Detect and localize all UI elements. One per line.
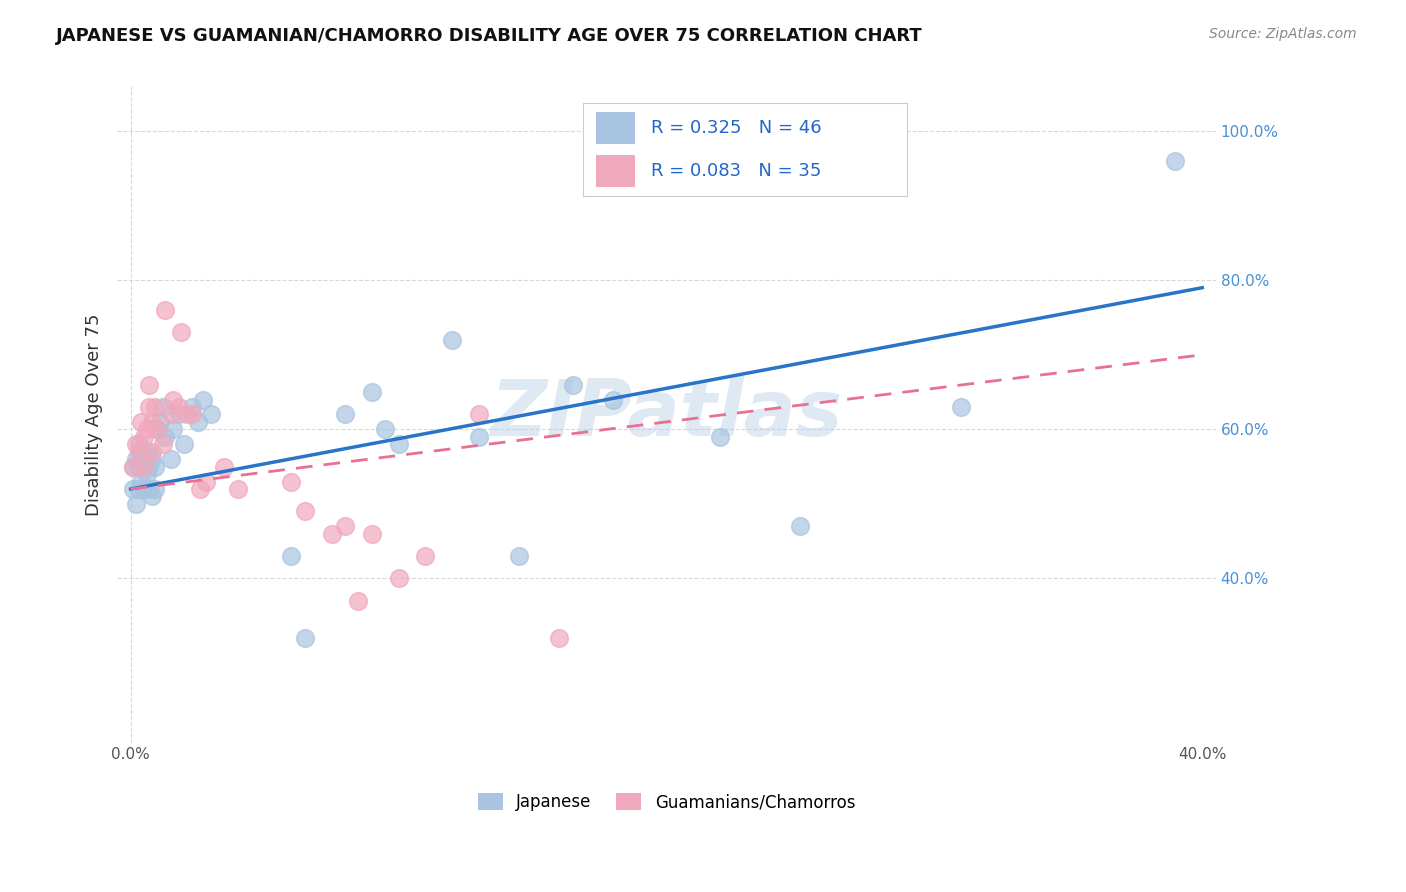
Point bbox=[374, 422, 396, 436]
Point bbox=[950, 400, 973, 414]
Point bbox=[173, 437, 195, 451]
Point bbox=[191, 392, 214, 407]
Point bbox=[347, 594, 370, 608]
Point bbox=[122, 482, 145, 496]
Point bbox=[159, 452, 181, 467]
Point bbox=[129, 415, 152, 429]
Point bbox=[141, 490, 163, 504]
Point bbox=[162, 392, 184, 407]
Point bbox=[129, 444, 152, 458]
Text: Source: ZipAtlas.com: Source: ZipAtlas.com bbox=[1209, 27, 1357, 41]
Point bbox=[143, 400, 166, 414]
Point bbox=[162, 422, 184, 436]
Point bbox=[321, 526, 343, 541]
Point bbox=[508, 549, 530, 563]
Point bbox=[214, 459, 236, 474]
Point bbox=[128, 437, 150, 451]
Point bbox=[155, 430, 177, 444]
Point bbox=[125, 497, 148, 511]
Point bbox=[152, 400, 174, 414]
Point bbox=[280, 475, 302, 489]
Point bbox=[200, 408, 222, 422]
Point bbox=[159, 408, 181, 422]
Point bbox=[187, 415, 209, 429]
Point bbox=[294, 631, 316, 645]
Point bbox=[468, 408, 491, 422]
Point bbox=[155, 303, 177, 318]
Point bbox=[141, 415, 163, 429]
Text: JAPANESE VS GUAMANIAN/CHAMORRO DISABILITY AGE OVER 75 CORRELATION CHART: JAPANESE VS GUAMANIAN/CHAMORRO DISABILIT… bbox=[56, 27, 922, 45]
Point bbox=[152, 437, 174, 451]
Point bbox=[176, 408, 198, 422]
Point bbox=[1164, 153, 1187, 168]
Point bbox=[360, 526, 382, 541]
Point bbox=[789, 519, 811, 533]
Text: ZIPatlas: ZIPatlas bbox=[491, 376, 842, 452]
Point bbox=[294, 504, 316, 518]
Point bbox=[129, 475, 152, 489]
Point bbox=[128, 459, 150, 474]
Point bbox=[548, 631, 571, 645]
Text: R = 0.083   N = 35: R = 0.083 N = 35 bbox=[651, 162, 821, 180]
Point bbox=[122, 459, 145, 474]
Point bbox=[135, 444, 157, 458]
Point bbox=[188, 482, 211, 496]
Point bbox=[138, 377, 160, 392]
Point bbox=[280, 549, 302, 563]
Bar bbox=[596, 112, 636, 144]
Point bbox=[468, 430, 491, 444]
Point bbox=[170, 326, 193, 340]
Point bbox=[132, 430, 155, 444]
Point bbox=[138, 400, 160, 414]
Point bbox=[138, 482, 160, 496]
Point bbox=[194, 475, 217, 489]
Point bbox=[413, 549, 436, 563]
Point bbox=[135, 467, 157, 481]
Point bbox=[125, 452, 148, 467]
Point bbox=[143, 459, 166, 474]
Bar bbox=[596, 155, 636, 187]
Point bbox=[333, 519, 356, 533]
Point bbox=[181, 408, 204, 422]
Point bbox=[125, 437, 148, 451]
Point bbox=[132, 459, 155, 474]
Point bbox=[226, 482, 249, 496]
Point bbox=[561, 377, 583, 392]
Point bbox=[138, 459, 160, 474]
Point bbox=[122, 459, 145, 474]
Point bbox=[387, 437, 409, 451]
Point bbox=[387, 572, 409, 586]
Point bbox=[132, 482, 155, 496]
Y-axis label: Disability Age Over 75: Disability Age Over 75 bbox=[86, 313, 103, 516]
Point bbox=[132, 452, 155, 467]
Point bbox=[333, 408, 356, 422]
Point bbox=[128, 482, 150, 496]
Point bbox=[709, 430, 731, 444]
Point bbox=[146, 422, 169, 436]
Point bbox=[141, 444, 163, 458]
Point bbox=[146, 422, 169, 436]
Point bbox=[360, 385, 382, 400]
Point bbox=[149, 415, 172, 429]
Point bbox=[167, 400, 190, 414]
Point bbox=[181, 400, 204, 414]
Text: R = 0.325   N = 46: R = 0.325 N = 46 bbox=[651, 119, 823, 136]
Point bbox=[128, 444, 150, 458]
Point bbox=[167, 408, 190, 422]
Point bbox=[602, 392, 624, 407]
Point bbox=[441, 333, 464, 347]
Point bbox=[141, 452, 163, 467]
Legend: Japanese, Guamanians/Chamorros: Japanese, Guamanians/Chamorros bbox=[470, 785, 863, 820]
Point bbox=[135, 422, 157, 436]
Point bbox=[143, 482, 166, 496]
